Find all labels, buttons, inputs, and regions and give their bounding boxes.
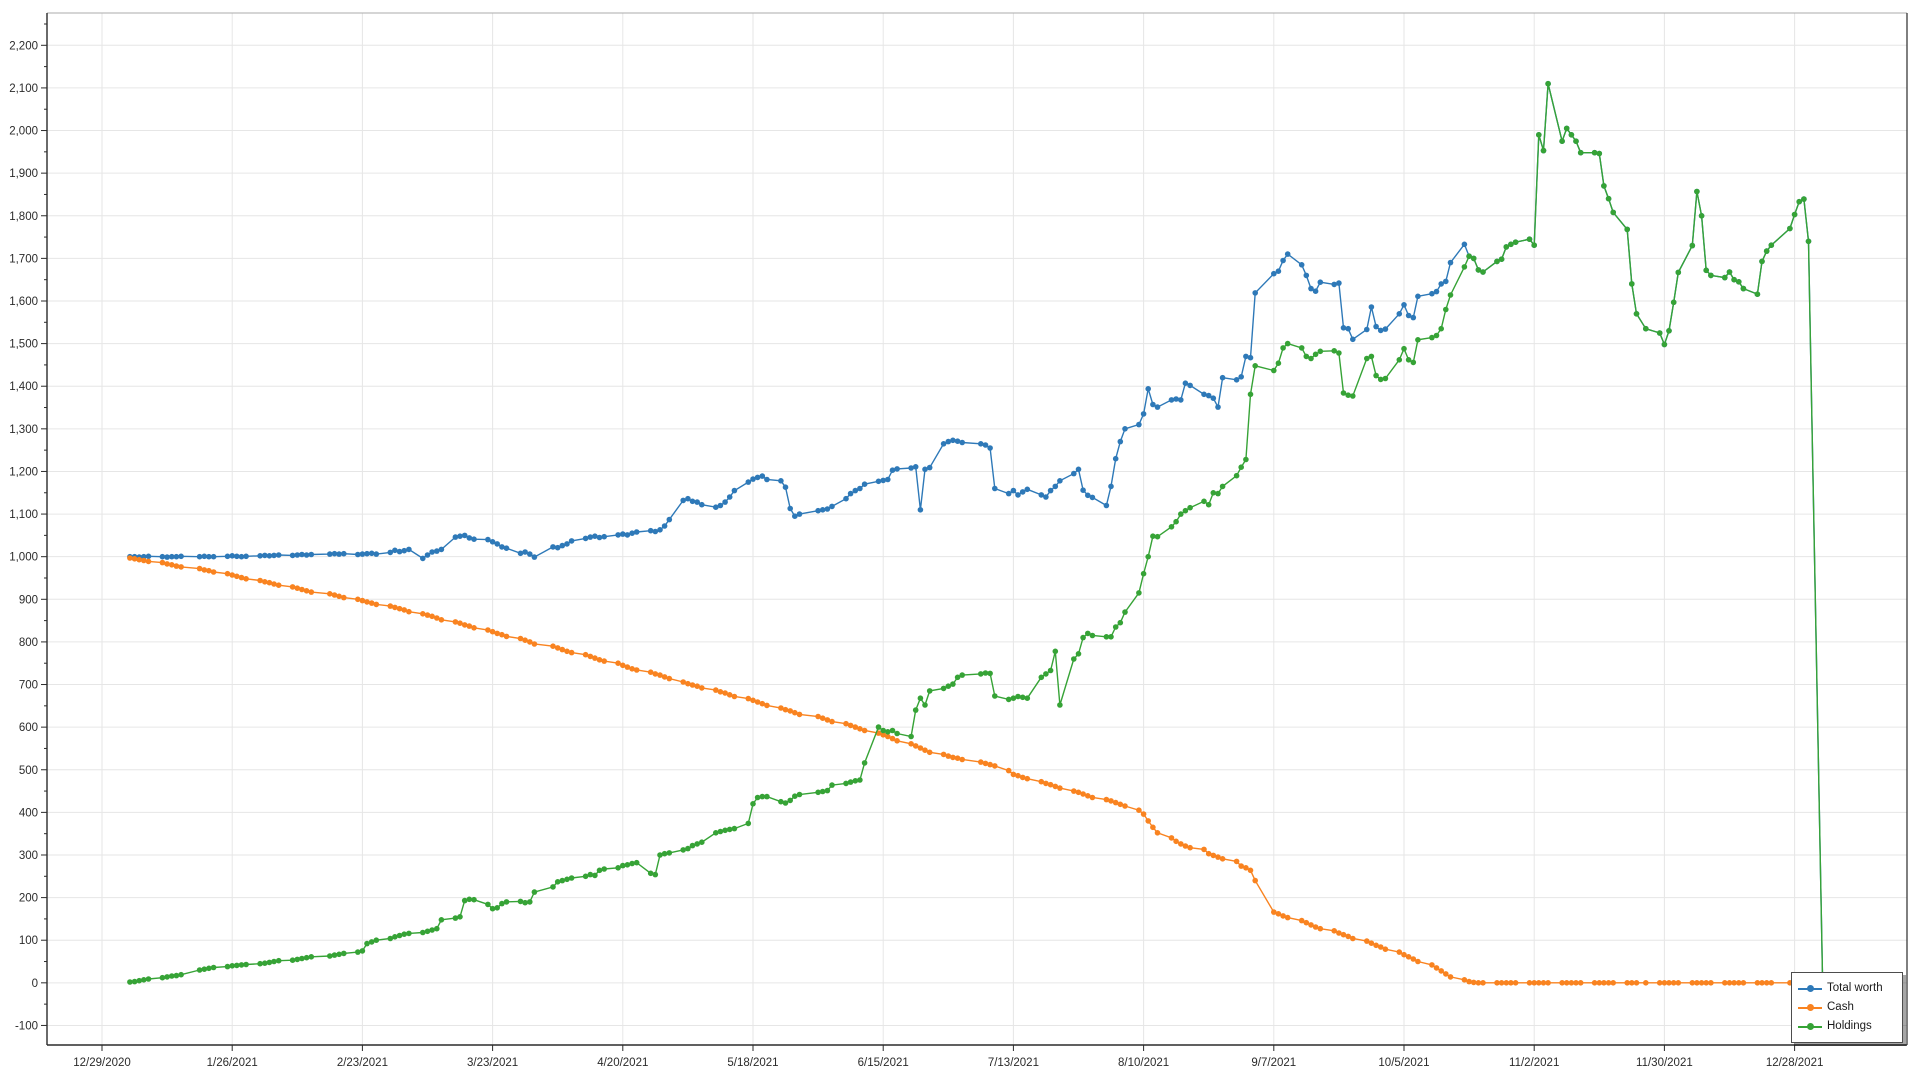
x-axis-tick-label: 5/18/2021: [727, 1057, 778, 1069]
x-axis-tick-label: 10/5/2021: [1378, 1057, 1429, 1069]
y-axis-tick-label: 200: [19, 893, 38, 905]
x-axis-tick-label: 3/23/2021: [467, 1057, 518, 1069]
x-axis-tick-label: 11/30/2021: [1636, 1057, 1693, 1069]
legend-label-total-worth: Total worth: [1827, 981, 1883, 994]
legend-item-cash[interactable]: Cash: [1798, 998, 1894, 1017]
y-axis-tick-label: 1,100: [9, 509, 38, 521]
series-line-cash: [129, 557, 1823, 984]
y-axis-tick-label: 1,200: [9, 466, 38, 478]
x-axis-tick-label: 1/26/2021: [207, 1057, 258, 1069]
series-points-cash: [127, 555, 1826, 986]
total-worth-series-marker-icon: [1798, 984, 1822, 993]
legend-label-cash: Cash: [1827, 1000, 1854, 1013]
holdings-series-marker-icon: [1798, 1022, 1822, 1031]
y-axis-tick-label: 1,000: [9, 552, 38, 564]
series-points-holdings: [127, 80, 1826, 985]
y-axis-tick-label: 1,900: [9, 168, 38, 180]
x-axis-tick-label: 9/7/2021: [1251, 1057, 1296, 1069]
x-axis-tick-label: 2/23/2021: [337, 1057, 388, 1069]
y-axis-tick-label: 1,400: [9, 381, 38, 393]
x-axis-tick-label: 11/2/2021: [1509, 1057, 1559, 1069]
x-axis-tick-label: 12/29/2020: [73, 1057, 131, 1069]
cash-series-marker-icon: [1798, 1003, 1822, 1012]
y-axis-tick-label: 600: [19, 722, 38, 734]
x-axis-tick-label: 8/10/2021: [1118, 1057, 1169, 1069]
y-axis-tick-label: 800: [19, 637, 38, 649]
legend-item-holdings[interactable]: Holdings: [1798, 1017, 1894, 1036]
y-axis-tick-label: 0: [32, 978, 38, 990]
y-axis-tick-label: 400: [19, 807, 38, 819]
y-axis-tick-label: 2,000: [9, 126, 38, 138]
x-axis-tick-label: 7/13/2021: [988, 1057, 1039, 1069]
y-axis-tick-label: 1,600: [9, 296, 38, 308]
x-axis-tick-label: 4/20/2021: [597, 1057, 648, 1069]
chart-legend[interactable]: Total worth Cash Holdings: [1791, 972, 1903, 1043]
legend-label-holdings: Holdings: [1827, 1019, 1872, 1032]
series-line-total-worth: [129, 83, 1824, 977]
y-axis-tick-label: -100: [15, 1020, 38, 1032]
y-axis-tick-label: 500: [19, 765, 38, 777]
y-axis-tick-label: 1,800: [9, 211, 38, 223]
y-axis-tick-label: 1,300: [9, 424, 38, 436]
y-axis-tick-label: 1,500: [9, 339, 38, 351]
y-axis-tick-label: 1,700: [9, 253, 38, 265]
y-axis-tick-label: 300: [19, 850, 38, 862]
y-axis-tick-label: 2,200: [9, 40, 38, 52]
y-axis-tick-label: 2,100: [9, 83, 38, 95]
legend-item-total-worth[interactable]: Total worth: [1798, 979, 1894, 998]
series-line-holdings: [129, 83, 1824, 983]
y-axis-tick-label: 700: [19, 680, 38, 692]
x-axis-tick-label: 12/28/2021: [1766, 1057, 1824, 1069]
y-axis-tick-label: 100: [19, 935, 38, 947]
y-axis-tick-label: 900: [19, 594, 38, 606]
x-axis-tick-label: 6/15/2021: [858, 1057, 909, 1069]
